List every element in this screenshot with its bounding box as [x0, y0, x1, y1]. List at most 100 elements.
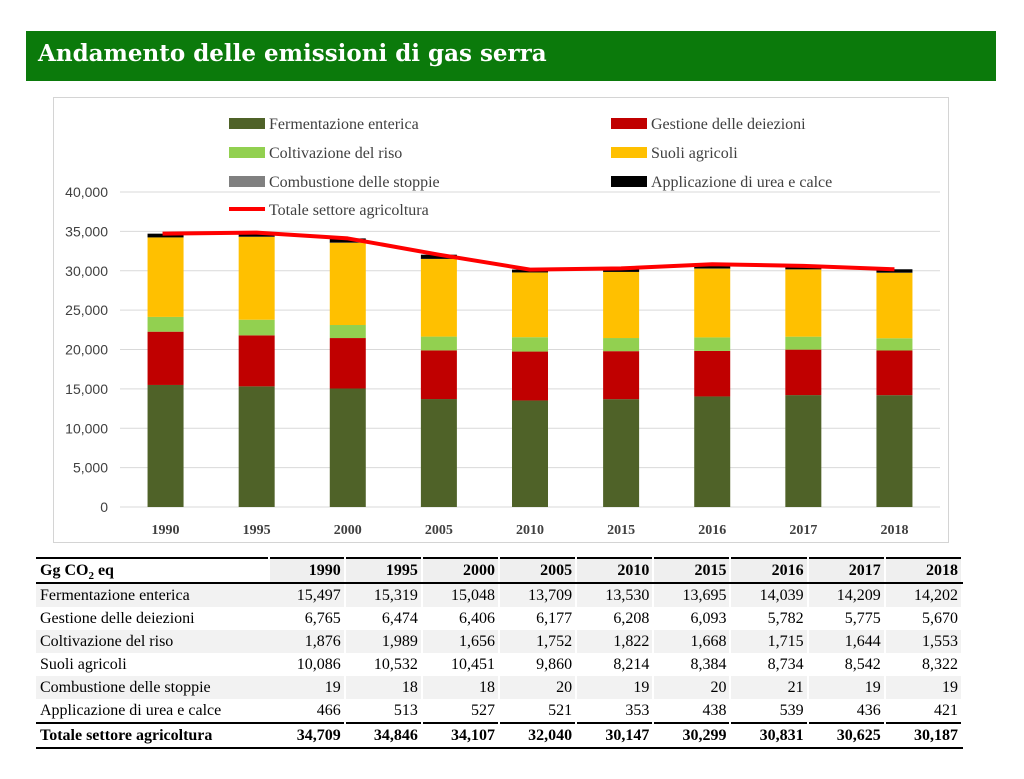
bar-segment [876, 269, 913, 273]
table-cell: 5,782 [730, 607, 809, 630]
bar-segment [694, 350, 731, 397]
table-cell: 527 [421, 699, 501, 723]
bar-segment [785, 349, 822, 396]
table-cell: 6,208 [576, 607, 655, 630]
table-cell: 19 [884, 676, 964, 699]
total-line [162, 230, 895, 272]
table-cell: 13,709 [499, 583, 578, 607]
table-cell: 14,202 [884, 583, 964, 607]
row-label: Coltivazione del riso [36, 630, 269, 653]
table-cell: 34,846 [344, 722, 423, 749]
emissions-table: Gg CO2 eq 1990 1995 2000 2005 2010 2015 2016 201… [36, 557, 964, 749]
bar-segment [238, 386, 275, 507]
y-tick-label: 35,000 [65, 223, 108, 239]
legend-swatch [229, 176, 265, 187]
table-cell: 14,039 [730, 583, 809, 607]
bar-segment [329, 325, 366, 339]
table-cell: 6,765 [269, 607, 346, 630]
table-cell: 8,322 [884, 653, 964, 676]
x-tick-label: 1990 [152, 523, 180, 538]
table-cell: 8,542 [807, 653, 886, 676]
bar-segment [785, 395, 822, 507]
table-cell: 1,822 [576, 630, 655, 653]
bar-segment [420, 350, 457, 400]
legend-label: Suoli agricoli [651, 145, 738, 162]
table-cell: 30,187 [884, 722, 964, 749]
table-cell: 513 [344, 699, 423, 723]
y-tick-label: 30,000 [65, 263, 108, 279]
row-label: Applicazione di urea e calce [40, 702, 222, 719]
table-row: Coltivazione del riso 1,876 1,989 1,656 1,75… [36, 630, 964, 653]
table-cell: 438 [653, 699, 732, 723]
table-cell: 5,775 [807, 607, 886, 630]
table-cell: 30,831 [730, 722, 809, 749]
bar-segment [147, 237, 184, 317]
bar-segment [420, 258, 457, 337]
legend-swatch [229, 147, 265, 158]
table-header-row: Gg CO2 eq 1990 1995 2000 2005 2010 2015 2016 201… [36, 557, 964, 584]
table-cell: 10,086 [269, 653, 346, 676]
y-tick-label: 0 [100, 499, 108, 515]
legend-swatch [611, 176, 647, 187]
table-cell: 15,497 [269, 583, 346, 607]
table-cell: 1,656 [421, 630, 501, 653]
chart-container: 0 5,000 10,000 15,000 20,000 25,000 30,000 35,0… [53, 97, 949, 543]
table-cell: 521 [499, 699, 578, 723]
table-cell: 10,532 [344, 653, 423, 676]
bar-segment [603, 272, 640, 339]
table-cell: 19 [576, 676, 655, 699]
data-table-container: Gg CO2 eq 1990 1995 2000 2005 2010 2015 2016 201… [36, 557, 964, 749]
table-header-year: 1990 [269, 557, 346, 584]
table-cell: 8,384 [653, 653, 732, 676]
table-cell: 15,048 [421, 583, 501, 607]
table-cell: 32,040 [499, 722, 578, 749]
bar-segment [603, 399, 640, 507]
table-cell: 18 [344, 676, 423, 699]
bar-segment [329, 388, 366, 507]
row-label: Totale settore agricoltura [36, 722, 269, 749]
x-tick-label: 2018 [880, 523, 908, 538]
table-cell: 19 [807, 676, 886, 699]
y-tick-label: 15,000 [65, 381, 108, 397]
legend-swatch [229, 118, 265, 129]
table-row: Combustione delle stoppie 19 18 18 20 19 20 21 1… [36, 676, 964, 699]
table-cell: 19 [269, 676, 346, 699]
row-label: Combustione delle stoppie [36, 676, 269, 699]
table-header-year: 2010 [576, 557, 655, 584]
bar-segment [238, 335, 275, 387]
legend-label: Applicazione di urea e calce [651, 174, 832, 191]
bar-segment [512, 272, 548, 338]
bar-segment [603, 351, 640, 400]
legend-label: Totale settore agricoltura [269, 202, 429, 219]
bar-segment [420, 254, 457, 259]
legend-label: Fermentazione enterica [269, 116, 419, 133]
bar-segment [147, 331, 184, 385]
table-cell: 1,668 [653, 630, 732, 653]
table-cell: 34,107 [421, 722, 501, 749]
row-label: Suoli agricoli [40, 656, 127, 673]
legend-label: Coltivazione del riso [269, 145, 402, 162]
table-header-year: 2016 [730, 557, 809, 584]
table-header-year: 2015 [653, 557, 732, 584]
table-cell: 34,709 [269, 722, 346, 749]
bar-segment [694, 337, 731, 351]
y-tick-label: 10,000 [65, 420, 108, 436]
table-header-year: 1995 [344, 557, 423, 584]
bar-segment [329, 338, 366, 389]
table-cell: 30,625 [807, 722, 886, 749]
bar-segment [512, 351, 548, 401]
table-cell: 13,695 [653, 583, 732, 607]
table-cell: 1,989 [344, 630, 423, 653]
y-tick-label: 25,000 [65, 302, 108, 318]
bar-segment [785, 269, 822, 337]
table-cell: 6,177 [499, 607, 578, 630]
table-row: Fermentazione enterica 15,497 15,319 15,048… [36, 583, 964, 607]
table-cell: 21 [730, 676, 809, 699]
legend-swatch [611, 118, 647, 129]
table-cell: 539 [730, 699, 809, 723]
bar-segment [420, 336, 457, 351]
legend-swatch [611, 147, 647, 158]
table-cell: 9,860 [499, 653, 578, 676]
table-cell: 1,876 [269, 630, 346, 653]
table-cell: 436 [807, 699, 886, 723]
